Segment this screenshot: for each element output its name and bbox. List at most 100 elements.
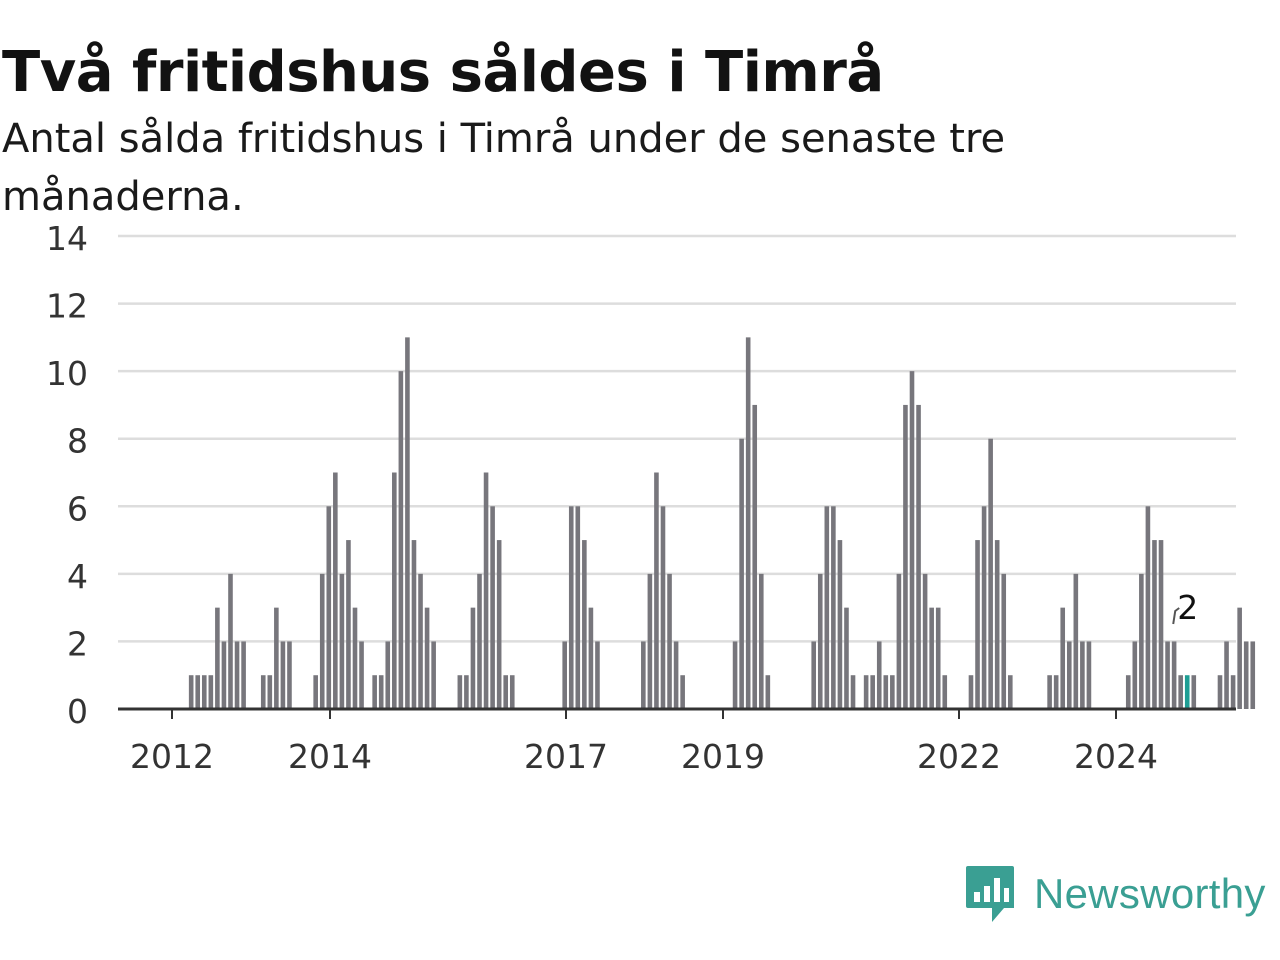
bar: [863, 675, 869, 709]
bar: [641, 641, 646, 709]
bar: [732, 641, 738, 709]
bar-chart: 0 2 4 6 8 10 12 14 2012 2014 2017 2019 2022 2024 2: [46, 219, 1256, 776]
bar: [503, 675, 509, 709]
bar: [883, 675, 889, 709]
bar: [837, 540, 843, 709]
bar: [333, 472, 338, 709]
bar: [876, 641, 882, 709]
bar: [942, 675, 948, 709]
x-tick-label: 2012: [130, 737, 214, 776]
bar: [1158, 540, 1164, 709]
grid-lines: [118, 234, 1236, 643]
x-axis: [118, 707, 1236, 719]
bar: [405, 337, 410, 709]
bar: [1224, 641, 1229, 709]
bar: [274, 607, 279, 709]
bar: [981, 506, 987, 709]
y-axis-tick-labels: 0 2 4 6 8 10 12 14: [46, 219, 88, 731]
chart-subtitle: Antal sålda fritidshus i Timrå under de …: [2, 116, 1006, 220]
bar: [568, 506, 574, 709]
bar: [968, 675, 974, 709]
bar: [1139, 573, 1144, 709]
bar: [470, 607, 476, 709]
bar: [903, 404, 908, 709]
chart-title: Två fritidshus såldes i Timrå: [2, 40, 884, 105]
bar: [477, 573, 482, 709]
y-tick-label: 2: [67, 624, 88, 663]
bar: [1191, 675, 1197, 709]
bars: [188, 337, 1256, 709]
newsworthy-bar-chart-icon: [966, 866, 1014, 922]
bar: [221, 641, 227, 709]
bar: [241, 641, 246, 709]
bar: [824, 506, 830, 709]
bar: [411, 540, 417, 709]
bar: [1171, 641, 1177, 709]
bar: [1066, 641, 1072, 709]
bar: [418, 573, 423, 709]
bar: [424, 607, 430, 709]
bar: [260, 675, 266, 709]
x-tick-label: 2014: [288, 737, 372, 776]
y-tick-label: 0: [67, 692, 88, 731]
bar: [378, 675, 384, 709]
bar: [765, 675, 771, 709]
y-tick-label: 14: [46, 219, 88, 258]
bar: [850, 675, 856, 709]
bar: [326, 506, 332, 709]
bar: [909, 371, 915, 709]
bar: [844, 607, 849, 709]
bar: [483, 472, 489, 709]
bar: [988, 438, 993, 709]
bar: [464, 675, 469, 709]
bar: [234, 641, 240, 709]
bar: [267, 675, 273, 709]
bar: [890, 675, 895, 709]
bar: [582, 540, 587, 709]
bar: [1243, 641, 1249, 709]
bar: [385, 641, 391, 709]
bar: [457, 675, 463, 709]
bar: [758, 573, 764, 709]
bar: [398, 371, 404, 709]
bar: [588, 607, 594, 709]
logo-text: Newsworthy: [1034, 870, 1266, 917]
y-tick-label: 10: [46, 354, 88, 393]
bar: [575, 506, 581, 709]
bar: [1001, 573, 1007, 709]
bar: [667, 573, 672, 709]
bar: [660, 506, 666, 709]
bar: [922, 573, 928, 709]
bar: [490, 506, 495, 709]
bar: [188, 675, 194, 709]
bar: [319, 573, 325, 709]
bar: [228, 573, 233, 709]
bar: [1007, 675, 1013, 709]
bar: [1165, 641, 1170, 709]
bar: [1152, 540, 1157, 709]
y-tick-label: 12: [46, 287, 88, 326]
annotation: 2: [1172, 588, 1198, 627]
bar: [313, 675, 318, 709]
bar: [1086, 641, 1092, 709]
bar: [287, 641, 292, 709]
bar: [752, 404, 758, 709]
x-tick-label: 2024: [1074, 737, 1158, 776]
x-axis-tick-labels: 2012 2014 2017 2019 2022 2024: [130, 737, 1158, 776]
bar: [680, 675, 685, 709]
x-tick-label: 2022: [917, 737, 1001, 776]
bar: [1178, 675, 1183, 709]
bar: [359, 641, 364, 709]
bar: [896, 573, 902, 709]
bar: [1125, 675, 1131, 709]
bar: [929, 607, 934, 709]
bar: [673, 641, 679, 709]
bar: [1060, 607, 1066, 709]
bar: [916, 404, 921, 709]
bar: [509, 675, 515, 709]
bar: [392, 472, 397, 709]
bar: [1080, 641, 1085, 709]
x-tick-label: 2019: [681, 737, 765, 776]
bar: [1073, 573, 1079, 709]
bar: [496, 540, 502, 709]
